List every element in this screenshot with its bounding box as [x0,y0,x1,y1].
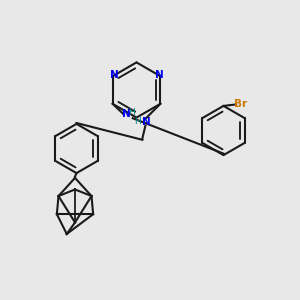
Text: Br: Br [234,99,247,110]
Text: H: H [128,108,135,117]
Text: H: H [134,117,141,126]
Text: N: N [154,70,163,80]
Text: N: N [122,109,131,119]
Text: N: N [110,70,118,80]
Text: N: N [142,117,151,127]
